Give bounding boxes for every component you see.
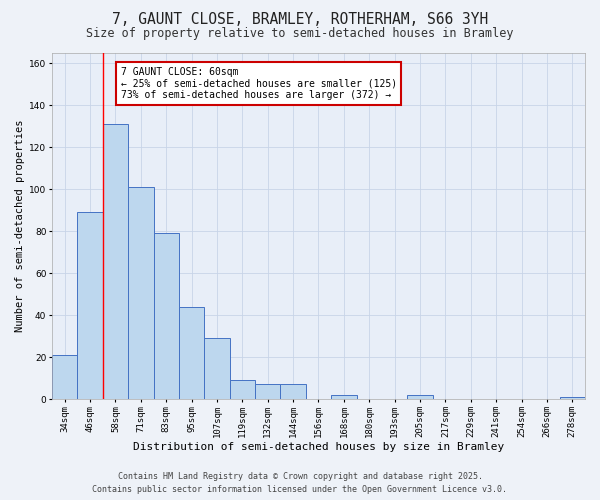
Bar [103, 124, 128, 399]
Bar [154, 233, 179, 399]
X-axis label: Distribution of semi-detached houses by size in Bramley: Distribution of semi-detached houses by … [133, 442, 504, 452]
Bar [128, 187, 154, 399]
Text: 7 GAUNT CLOSE: 60sqm
← 25% of semi-detached houses are smaller (125)
73% of semi: 7 GAUNT CLOSE: 60sqm ← 25% of semi-detac… [121, 67, 397, 100]
Bar [52, 355, 77, 399]
Y-axis label: Number of semi-detached properties: Number of semi-detached properties [15, 120, 25, 332]
Bar [331, 395, 356, 399]
Bar [77, 212, 103, 399]
Text: Contains HM Land Registry data © Crown copyright and database right 2025.
Contai: Contains HM Land Registry data © Crown c… [92, 472, 508, 494]
Bar [179, 306, 204, 399]
Bar [204, 338, 230, 399]
Bar [560, 397, 585, 399]
Bar [407, 395, 433, 399]
Text: Size of property relative to semi-detached houses in Bramley: Size of property relative to semi-detach… [86, 28, 514, 40]
Text: 7, GAUNT CLOSE, BRAMLEY, ROTHERHAM, S66 3YH: 7, GAUNT CLOSE, BRAMLEY, ROTHERHAM, S66 … [112, 12, 488, 28]
Bar [230, 380, 255, 399]
Bar [255, 384, 280, 399]
Bar [280, 384, 306, 399]
